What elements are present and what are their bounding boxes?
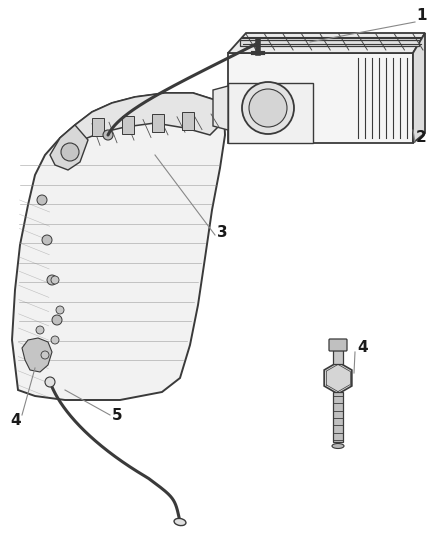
Text: 1: 1 — [416, 8, 427, 23]
Circle shape — [56, 306, 64, 314]
Circle shape — [61, 143, 79, 161]
Circle shape — [249, 89, 287, 127]
Polygon shape — [213, 86, 228, 130]
Text: 2: 2 — [416, 130, 427, 145]
Polygon shape — [228, 53, 413, 143]
Polygon shape — [240, 40, 419, 46]
Bar — [122, 116, 134, 134]
Bar — [333, 392, 343, 442]
Text: 3: 3 — [217, 225, 228, 240]
Ellipse shape — [174, 519, 186, 526]
Polygon shape — [324, 362, 352, 394]
Text: 5: 5 — [112, 408, 123, 423]
Bar — [92, 118, 104, 136]
Circle shape — [103, 130, 113, 140]
Circle shape — [37, 195, 47, 205]
Bar — [182, 112, 194, 130]
Circle shape — [42, 235, 52, 245]
Circle shape — [36, 326, 44, 334]
Polygon shape — [60, 93, 224, 148]
Circle shape — [51, 336, 59, 344]
Bar — [228, 83, 313, 143]
Polygon shape — [22, 338, 52, 372]
Circle shape — [51, 276, 59, 284]
Bar — [333, 350, 343, 364]
Circle shape — [242, 82, 294, 134]
Bar — [152, 114, 164, 132]
Polygon shape — [413, 33, 425, 143]
Circle shape — [52, 315, 62, 325]
Text: 4: 4 — [357, 340, 367, 355]
Polygon shape — [228, 33, 425, 53]
FancyBboxPatch shape — [329, 339, 347, 351]
Polygon shape — [50, 125, 88, 170]
Text: 4: 4 — [10, 413, 21, 428]
Polygon shape — [12, 93, 225, 400]
Circle shape — [47, 275, 57, 285]
Circle shape — [45, 377, 55, 387]
Ellipse shape — [332, 443, 344, 448]
Circle shape — [41, 351, 49, 359]
